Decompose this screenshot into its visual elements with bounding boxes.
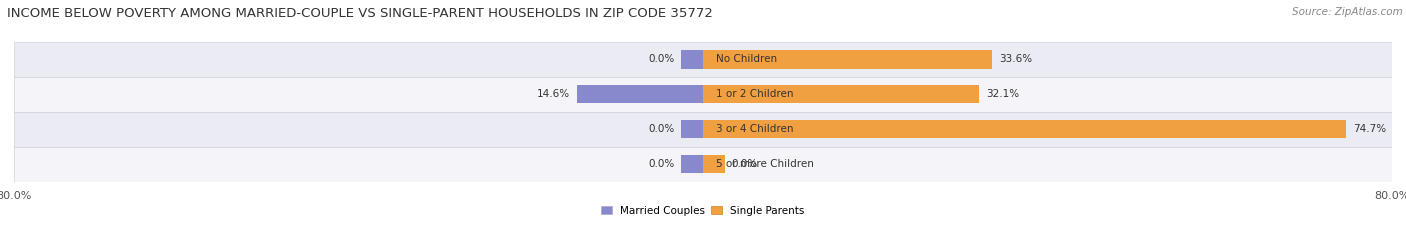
Text: 32.1%: 32.1%	[987, 89, 1019, 99]
Bar	[14, 77, 1392, 112]
Text: 0.0%: 0.0%	[731, 159, 758, 169]
Text: 74.7%: 74.7%	[1353, 124, 1386, 134]
Text: 5 or more Children: 5 or more Children	[716, 159, 814, 169]
Text: 0.0%: 0.0%	[648, 159, 675, 169]
Legend: Married Couples, Single Parents: Married Couples, Single Parents	[602, 206, 804, 216]
Text: 3 or 4 Children: 3 or 4 Children	[716, 124, 793, 134]
Bar	[703, 155, 724, 173]
Text: No Children: No Children	[716, 55, 778, 64]
Bar	[578, 85, 703, 103]
Text: INCOME BELOW POVERTY AMONG MARRIED-COUPLE VS SINGLE-PARENT HOUSEHOLDS IN ZIP COD: INCOME BELOW POVERTY AMONG MARRIED-COUPL…	[7, 7, 713, 20]
Bar	[14, 112, 1392, 147]
Text: 0.0%: 0.0%	[648, 55, 675, 64]
Text: Source: ZipAtlas.com: Source: ZipAtlas.com	[1292, 7, 1403, 17]
Text: 33.6%: 33.6%	[1000, 55, 1032, 64]
Bar	[682, 155, 703, 173]
Bar	[682, 120, 703, 138]
Bar	[703, 85, 980, 103]
Bar	[14, 42, 1392, 77]
Bar	[14, 147, 1392, 182]
Bar	[703, 120, 1347, 138]
Bar	[682, 50, 703, 69]
Text: 1 or 2 Children: 1 or 2 Children	[716, 89, 793, 99]
Text: 14.6%: 14.6%	[537, 89, 571, 99]
Text: 0.0%: 0.0%	[648, 124, 675, 134]
Bar	[703, 50, 993, 69]
